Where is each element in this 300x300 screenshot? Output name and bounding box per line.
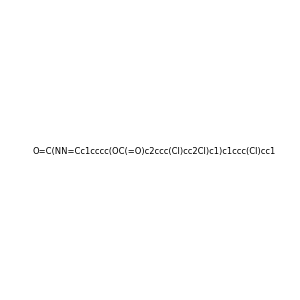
Text: O=C(NN=Cc1cccc(OC(=O)c2ccc(Cl)cc2Cl)c1)c1ccc(Cl)cc1: O=C(NN=Cc1cccc(OC(=O)c2ccc(Cl)cc2Cl)c1)c… [32, 147, 275, 156]
